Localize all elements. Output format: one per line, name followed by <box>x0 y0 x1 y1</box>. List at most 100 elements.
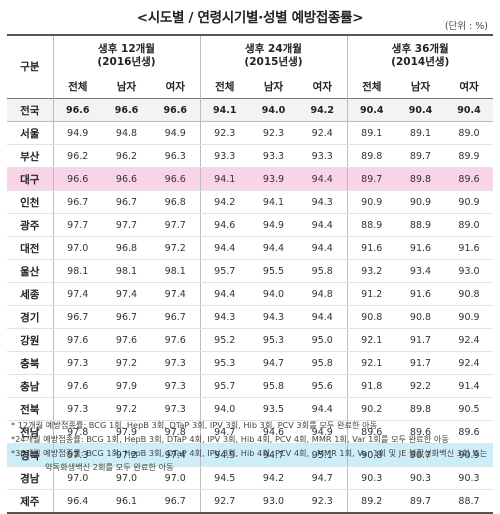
sub-header-total: 전체 <box>52 75 102 99</box>
sub-header-male: 남자 <box>116 81 137 93</box>
rate-cell: 94.7 <box>249 351 298 375</box>
rate-cell: 93.4 <box>396 259 445 283</box>
rate-cell: 97.3 <box>151 351 200 375</box>
rate-cell: 94.9 <box>52 121 102 145</box>
rate-cell: 97.3 <box>52 443 102 467</box>
region-cell: 강원 <box>7 328 53 352</box>
table-row: 전북 97.3 97.2 97.3 94.0 93.5 94.4 90.2 89.8 90.5 <box>7 397 494 421</box>
region-cell: 전남 <box>7 420 53 444</box>
unit-label: (단위 : %) <box>444 21 488 32</box>
rate-cell: 94.4 <box>298 213 347 237</box>
rate-cell: 91.8 <box>346 374 396 398</box>
region-cell: 대전 <box>7 236 53 260</box>
rate-cell: 94.0 <box>249 98 298 122</box>
footnote: *24개월 예방접종률: BCG 1회, HepB 3회, DTaP 4회, I… <box>11 434 449 444</box>
rate-cell: 89.6 <box>445 167 494 191</box>
rate-cell: 95.5 <box>249 259 298 283</box>
rate-cell: 94.4 <box>199 236 249 260</box>
rate-cell: 90.7 <box>396 443 445 467</box>
rate-cell: 96.6 <box>102 98 151 122</box>
rate-cell: 97.2 <box>102 397 151 421</box>
group-header-36m: 생후 36개월 (2014년생) <box>346 35 494 75</box>
rate-cell: 94.6 <box>199 213 249 237</box>
rate-cell: 94.4 <box>249 236 298 260</box>
rate-cell: 96.8 <box>102 236 151 260</box>
rate-cell: 88.9 <box>396 213 445 237</box>
rate-cell: 97.6 <box>151 328 200 352</box>
rate-cell: 96.7 <box>52 190 102 214</box>
rate-cell: 97.4 <box>151 282 200 306</box>
rate-cell: 94.8 <box>102 121 151 145</box>
rate-cell: 97.3 <box>52 351 102 375</box>
rate-cell: 94.7 <box>249 443 298 467</box>
rate-cell: 92.3 <box>249 121 298 145</box>
rate-cell: 95.3 <box>199 351 249 375</box>
sub-header-female: 여자 <box>165 81 185 93</box>
rate-cell: 98.1 <box>151 259 200 283</box>
rate-cell: 94.4 <box>199 282 249 306</box>
rate-cell: 90.8 <box>445 282 494 306</box>
rate-cell: 91.6 <box>396 236 445 260</box>
rate-cell: 97.7 <box>151 213 200 237</box>
rate-cell: 92.4 <box>298 121 347 145</box>
region-cell: 전국 <box>7 98 53 122</box>
rate-cell: 94.8 <box>298 282 347 306</box>
rate-cell: 94.3 <box>199 305 249 329</box>
table-row: 부산 96.2 96.2 96.3 93.3 93.3 93.3 89.8 89.7 89.9 <box>7 144 494 168</box>
table-row: 대구 96.6 96.6 96.6 94.1 93.9 94.4 89.7 89.8 89.6 <box>7 167 494 191</box>
rate-cell: 90.4 <box>396 98 445 122</box>
rate-cell: 91.7 <box>396 328 445 352</box>
region-cell: 대구 <box>7 167 53 191</box>
rate-cell: 97.0 <box>52 236 102 260</box>
rate-cell: 89.0 <box>445 213 494 237</box>
rate-cell: 92.3 <box>298 489 347 514</box>
rate-cell: 97.4 <box>151 443 200 467</box>
rate-cell: 90.9 <box>396 190 445 214</box>
rate-cell: 96.3 <box>151 144 200 168</box>
rate-cell: 96.7 <box>102 305 151 329</box>
rate-cell: 92.3 <box>199 121 249 145</box>
rate-cell: 96.6 <box>151 98 200 122</box>
rate-cell: 94.9 <box>151 121 200 145</box>
region-cell: 경기 <box>7 305 53 329</box>
rate-cell: 96.6 <box>102 167 151 191</box>
rate-cell: 94.9 <box>298 420 347 444</box>
rate-cell: 96.7 <box>151 489 200 514</box>
rate-cell: 89.6 <box>346 420 396 444</box>
table-body: 전국 96.6 96.6 96.6 94.1 94.0 94.2 90.4 90.4 90.4 서울… <box>7 98 494 514</box>
rate-cell: 97.3 <box>52 397 102 421</box>
region-cell: 광주 <box>7 213 53 237</box>
rate-cell: 94.9 <box>199 443 249 467</box>
rate-cell: 89.1 <box>396 121 445 145</box>
rate-cell: 90.4 <box>445 98 494 122</box>
group-header-12m: 생후 12개월 (2016년생) <box>52 35 200 75</box>
rate-cell: 97.6 <box>52 328 102 352</box>
rate-cell: 94.1 <box>199 98 249 122</box>
rate-cell: 94.1 <box>199 167 249 191</box>
sub-header-female: 여자 <box>312 81 332 93</box>
footnote: *36개월 예방접종률: BCG 1회, HepB 3회, DTaP 4회, I… <box>11 448 488 458</box>
rate-cell: 98.1 <box>52 259 102 283</box>
rate-cell: 91.4 <box>445 374 494 398</box>
table-row: 서울 94.9 94.8 94.9 92.3 92.3 92.4 89.1 89.1 89.0 <box>7 121 494 145</box>
rate-cell: 93.3 <box>298 144 347 168</box>
rate-cell: 95.8 <box>249 374 298 398</box>
rate-cell: 90.8 <box>346 443 396 467</box>
rate-cell: 94.7 <box>199 420 249 444</box>
rate-cell: 94.0 <box>199 397 249 421</box>
rate-cell: 89.7 <box>346 167 396 191</box>
rate-cell: 93.3 <box>249 144 298 168</box>
rate-cell: 92.1 <box>346 351 396 375</box>
rate-cell: 91.6 <box>346 236 396 260</box>
rate-cell: 95.6 <box>298 374 347 398</box>
region-cell: 전북 <box>7 397 53 421</box>
table-row: 충북 97.3 97.2 97.3 95.3 94.7 95.8 92.1 91.7 92.4 <box>7 351 494 375</box>
rate-cell: 96.7 <box>52 305 102 329</box>
rate-cell: 92.4 <box>445 351 494 375</box>
rate-cell: 90.2 <box>346 397 396 421</box>
rate-cell: 97.9 <box>102 420 151 444</box>
region-cell: 울산 <box>7 259 53 283</box>
rate-cell: 90.9 <box>445 190 494 214</box>
rate-cell: 96.6 <box>52 98 102 122</box>
rate-cell: 97.6 <box>52 374 102 398</box>
